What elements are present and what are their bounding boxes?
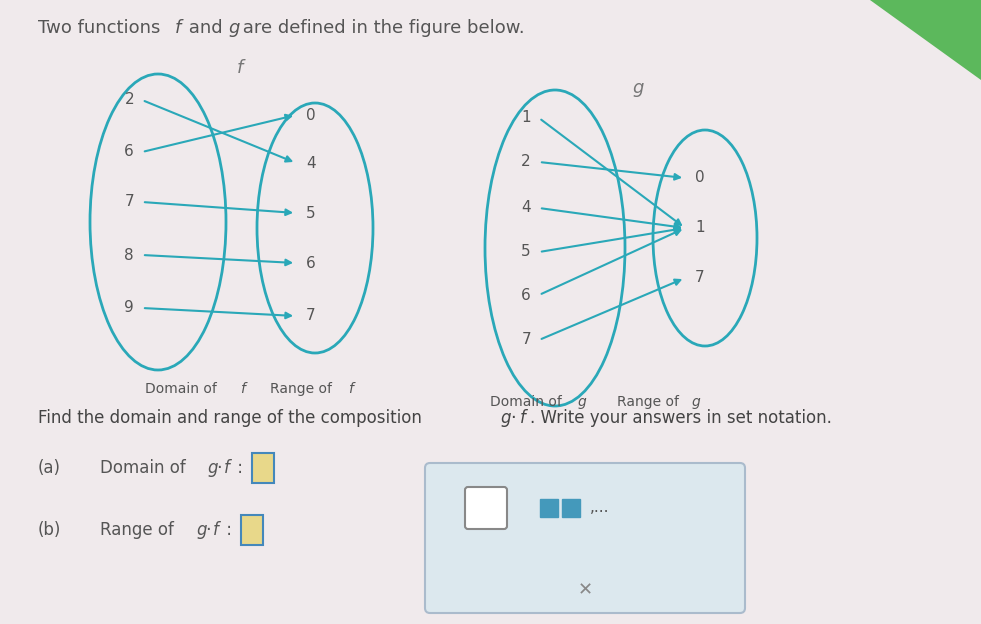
Text: Range of: Range of — [270, 382, 336, 396]
FancyBboxPatch shape — [562, 499, 580, 517]
FancyBboxPatch shape — [540, 499, 558, 517]
Text: 6: 6 — [521, 288, 531, 303]
Text: . Write your answers in set notation.: . Write your answers in set notation. — [530, 409, 832, 427]
Text: g: g — [196, 521, 206, 539]
FancyBboxPatch shape — [465, 487, 507, 529]
Text: 0: 0 — [695, 170, 704, 185]
Text: 5: 5 — [306, 205, 316, 220]
Text: (a): (a) — [38, 459, 61, 477]
Polygon shape — [870, 0, 981, 80]
Text: ✕: ✕ — [578, 581, 593, 599]
Text: ·: · — [205, 521, 211, 539]
Text: :: : — [221, 521, 232, 539]
Text: (b): (b) — [38, 521, 62, 539]
Text: 5: 5 — [521, 245, 531, 260]
Text: 0: 0 — [306, 107, 316, 122]
Text: g: g — [578, 395, 587, 409]
Text: g: g — [692, 395, 700, 409]
FancyBboxPatch shape — [241, 515, 263, 545]
Text: g: g — [633, 79, 644, 97]
Text: f: f — [240, 382, 245, 396]
Text: Domain of: Domain of — [100, 459, 191, 477]
Text: Domain of: Domain of — [145, 382, 222, 396]
Text: 7: 7 — [125, 195, 134, 210]
Text: f: f — [224, 459, 230, 477]
Text: 7: 7 — [521, 333, 531, 348]
Text: Find the domain and range of the composition: Find the domain and range of the composi… — [38, 409, 427, 427]
Text: 8: 8 — [125, 248, 134, 263]
Text: 2: 2 — [125, 92, 134, 107]
Text: g: g — [500, 409, 510, 427]
Text: g: g — [207, 459, 218, 477]
Text: Domain of: Domain of — [490, 395, 566, 409]
Text: g: g — [228, 19, 239, 37]
Text: 7: 7 — [306, 308, 316, 323]
Text: f: f — [236, 59, 243, 77]
Text: 9: 9 — [125, 301, 134, 316]
Text: 7: 7 — [695, 270, 704, 286]
Text: 4: 4 — [521, 200, 531, 215]
Text: Range of: Range of — [100, 521, 180, 539]
Text: are defined in the figure below.: are defined in the figure below. — [237, 19, 525, 37]
Text: ·: · — [510, 409, 516, 427]
Text: 1: 1 — [521, 110, 531, 125]
FancyBboxPatch shape — [425, 463, 745, 613]
Text: Range of: Range of — [617, 395, 684, 409]
Text: 2: 2 — [521, 155, 531, 170]
Text: 1: 1 — [695, 220, 704, 235]
FancyBboxPatch shape — [252, 453, 274, 483]
Text: 4: 4 — [306, 155, 316, 170]
Text: f: f — [213, 521, 219, 539]
Text: :: : — [232, 459, 243, 477]
Text: Two functions: Two functions — [38, 19, 166, 37]
Text: f: f — [175, 19, 181, 37]
Text: and: and — [183, 19, 229, 37]
Text: f: f — [520, 409, 526, 427]
Text: f: f — [348, 382, 353, 396]
Text: 6: 6 — [306, 255, 316, 270]
Text: 6: 6 — [125, 145, 134, 160]
Text: ,...: ,... — [590, 500, 609, 515]
Text: ·: · — [216, 459, 222, 477]
